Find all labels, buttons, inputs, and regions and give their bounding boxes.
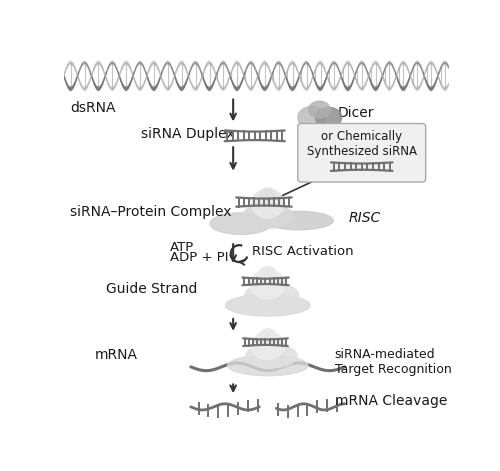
Text: ATP: ATP — [170, 241, 194, 254]
Ellipse shape — [250, 270, 285, 299]
Ellipse shape — [228, 355, 308, 376]
Text: Guide Strand: Guide Strand — [106, 282, 198, 296]
FancyBboxPatch shape — [298, 123, 426, 182]
Ellipse shape — [252, 332, 284, 360]
Ellipse shape — [244, 283, 298, 308]
Ellipse shape — [226, 294, 310, 316]
Ellipse shape — [308, 101, 330, 118]
Text: RISC Activation: RISC Activation — [252, 245, 354, 258]
Ellipse shape — [243, 203, 293, 228]
Ellipse shape — [264, 211, 333, 230]
Text: siRNA Duplex: siRNA Duplex — [141, 127, 234, 140]
Ellipse shape — [260, 329, 276, 342]
Text: mRNA Cleavage: mRNA Cleavage — [335, 394, 447, 408]
Text: ADP + PI: ADP + PI — [170, 251, 228, 264]
Text: mRNA: mRNA — [94, 348, 138, 362]
Text: siRNA-mediated
Target Recognition: siRNA-mediated Target Recognition — [335, 348, 452, 375]
Text: or Chemically
Synthesized siRNA: or Chemically Synthesized siRNA — [306, 130, 416, 157]
Text: siRNA–Protein Complex: siRNA–Protein Complex — [70, 205, 232, 219]
Text: RISC: RISC — [348, 211, 381, 225]
Ellipse shape — [298, 106, 326, 128]
Ellipse shape — [252, 189, 284, 218]
Ellipse shape — [260, 267, 276, 281]
Text: dsRNA: dsRNA — [70, 101, 116, 115]
Ellipse shape — [260, 188, 276, 201]
Ellipse shape — [210, 213, 272, 235]
Text: Dicer: Dicer — [338, 106, 374, 120]
Ellipse shape — [316, 107, 342, 127]
Ellipse shape — [246, 344, 297, 368]
